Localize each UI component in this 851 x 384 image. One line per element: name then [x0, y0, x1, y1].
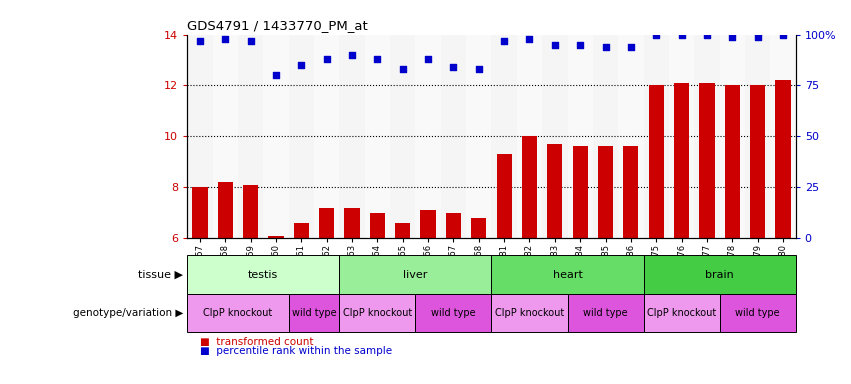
Text: ■  percentile rank within the sample: ■ percentile rank within the sample — [200, 346, 392, 356]
Bar — [268, 235, 283, 238]
Bar — [441, 35, 466, 238]
Bar — [643, 35, 669, 238]
Bar — [243, 185, 258, 238]
Bar — [471, 218, 487, 238]
Text: wild type: wild type — [431, 308, 476, 318]
Point — [497, 38, 511, 44]
Bar — [319, 207, 334, 238]
Bar — [192, 187, 208, 238]
Bar — [770, 35, 796, 238]
Bar — [618, 35, 643, 238]
Point — [219, 36, 232, 42]
Bar — [745, 35, 770, 238]
Text: wild type: wild type — [583, 308, 628, 318]
Bar — [492, 35, 517, 238]
Point — [320, 56, 334, 62]
Bar — [390, 35, 415, 238]
Point — [548, 42, 562, 48]
Bar — [238, 35, 263, 238]
Bar — [593, 35, 618, 238]
Bar — [517, 35, 542, 238]
Point — [726, 33, 740, 40]
Bar — [568, 35, 593, 238]
Point — [243, 38, 257, 44]
Bar — [187, 35, 213, 238]
Bar — [750, 86, 765, 238]
Bar — [213, 35, 238, 238]
Bar — [775, 80, 791, 238]
Point — [193, 38, 207, 44]
Bar — [694, 35, 720, 238]
Text: tissue ▶: tissue ▶ — [138, 270, 183, 280]
Bar — [700, 83, 715, 238]
Bar — [648, 86, 664, 238]
Point — [472, 66, 486, 72]
Point — [447, 64, 460, 70]
Point — [599, 44, 613, 50]
Text: wild type: wild type — [735, 308, 780, 318]
Bar — [725, 86, 740, 238]
Text: ClpP knockout: ClpP knockout — [647, 308, 717, 318]
Text: ClpP knockout: ClpP knockout — [495, 308, 564, 318]
Bar — [446, 213, 461, 238]
Bar — [263, 35, 288, 238]
Text: brain: brain — [705, 270, 734, 280]
Point — [396, 66, 409, 72]
Bar — [365, 35, 390, 238]
Bar — [623, 147, 638, 238]
Bar — [522, 136, 537, 238]
Point — [574, 42, 587, 48]
Bar — [314, 35, 340, 238]
Bar — [598, 147, 613, 238]
Bar — [345, 207, 360, 238]
Bar — [218, 182, 233, 238]
Bar — [466, 35, 492, 238]
Point — [370, 56, 384, 62]
Point — [675, 31, 688, 38]
Bar — [420, 210, 436, 238]
Text: wild type: wild type — [292, 308, 336, 318]
Bar — [340, 35, 365, 238]
Bar — [547, 144, 563, 238]
Text: ClpP knockout: ClpP knockout — [343, 308, 412, 318]
Point — [346, 52, 359, 58]
Bar — [720, 35, 745, 238]
Text: testis: testis — [248, 270, 278, 280]
Bar — [369, 213, 385, 238]
Bar — [674, 83, 689, 238]
Bar — [542, 35, 568, 238]
Text: GDS4791 / 1433770_PM_at: GDS4791 / 1433770_PM_at — [187, 19, 368, 32]
Bar — [496, 154, 511, 238]
Point — [624, 44, 637, 50]
Bar — [669, 35, 694, 238]
Text: ■  transformed count: ■ transformed count — [200, 337, 313, 347]
Bar — [395, 223, 410, 238]
Point — [421, 56, 435, 62]
Bar — [288, 35, 314, 238]
Point — [269, 72, 283, 78]
Text: genotype/variation ▶: genotype/variation ▶ — [72, 308, 183, 318]
Point — [700, 31, 714, 38]
Bar — [294, 223, 309, 238]
Text: liver: liver — [403, 270, 427, 280]
Text: heart: heart — [552, 270, 582, 280]
Text: ClpP knockout: ClpP knockout — [203, 308, 272, 318]
Bar — [415, 35, 441, 238]
Bar — [573, 147, 588, 238]
Point — [751, 33, 764, 40]
Point — [294, 62, 308, 68]
Point — [776, 31, 790, 38]
Point — [649, 31, 663, 38]
Point — [523, 36, 536, 42]
